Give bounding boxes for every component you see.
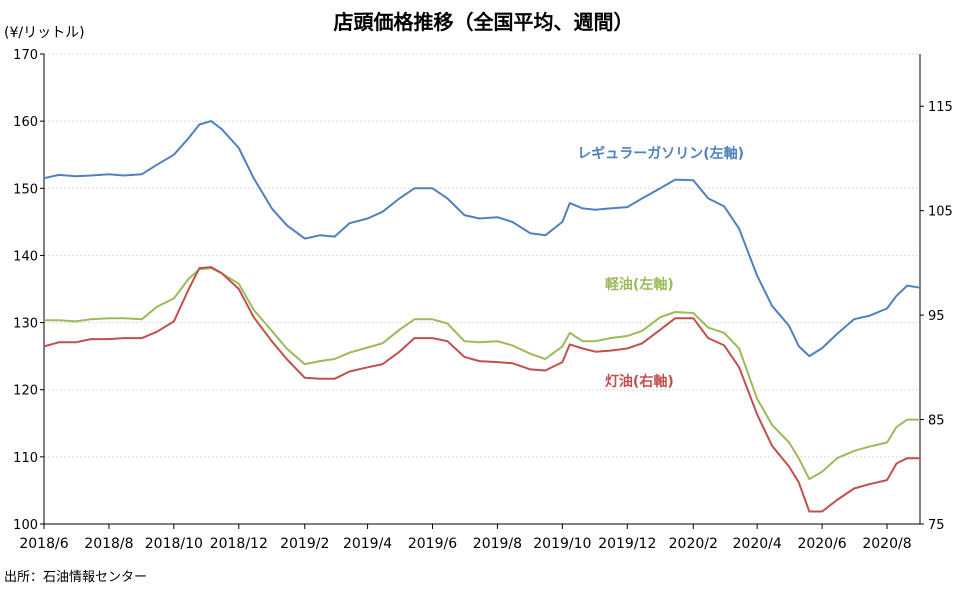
x-tick-label: 2019/8 <box>473 536 522 552</box>
y-left-tick-label: 100 <box>13 518 38 533</box>
series-lines <box>43 120 921 513</box>
y-left-tick-label: 130 <box>13 317 38 332</box>
y-left-tick-label: 160 <box>13 115 38 130</box>
x-tick-label: 2019/12 <box>598 536 656 552</box>
series-label: 軽油(左軸) <box>605 276 674 293</box>
series-labels: レギュラーガソリン(左軸) 軽油(左軸) 灯油(右軸) <box>577 145 744 390</box>
x-tick-label: 2020/6 <box>797 536 846 552</box>
y-left-tick-label: 170 <box>13 48 38 63</box>
axes: 100 110 120 130 140 150 160 170 75 85 95 105 115 2018… <box>13 48 953 552</box>
y-right-tick-label: 75 <box>928 518 945 533</box>
x-tick-label: 2018/10 <box>145 536 203 552</box>
y-right-tick-label: 85 <box>928 414 945 429</box>
x-tick-label: 2019/4 <box>343 536 392 552</box>
y-left-tick-label: 110 <box>13 451 38 466</box>
series-label: レギュラーガソリン(左軸) <box>577 145 744 162</box>
gridlines <box>44 53 920 458</box>
y-right-tick-label: 95 <box>928 309 945 324</box>
chart-title: 店頭価格推移（全国平均、週間） <box>333 10 634 34</box>
y-left-tick-label: 120 <box>13 384 38 399</box>
series-line <box>43 266 920 513</box>
series-label: 灯油(右軸) <box>605 373 674 390</box>
x-tick-label: 2019/10 <box>533 536 591 552</box>
y-axis-unit-label: (¥/リットル) <box>4 25 85 41</box>
series-line <box>43 120 921 358</box>
x-tick-label: 2020/2 <box>669 536 718 552</box>
x-tick-label: 2018/12 <box>210 536 268 552</box>
x-tick-label: 2019/2 <box>280 536 329 552</box>
x-tick-label: 2018/6 <box>19 536 68 552</box>
x-tick-label: 2020/8 <box>862 536 911 552</box>
x-tick-label: 2020/4 <box>733 536 782 552</box>
y-left-tick-label: 150 <box>13 182 38 197</box>
y-right-tick-label: 115 <box>928 100 953 115</box>
y-right-tick-label: 105 <box>928 205 953 220</box>
x-tick-label: 2018/8 <box>84 536 133 552</box>
source-note: 出所：石油情報センター <box>4 570 148 585</box>
y-left-tick-label: 140 <box>13 249 38 264</box>
x-tick-label: 2019/6 <box>408 536 457 552</box>
series-line <box>44 267 920 481</box>
